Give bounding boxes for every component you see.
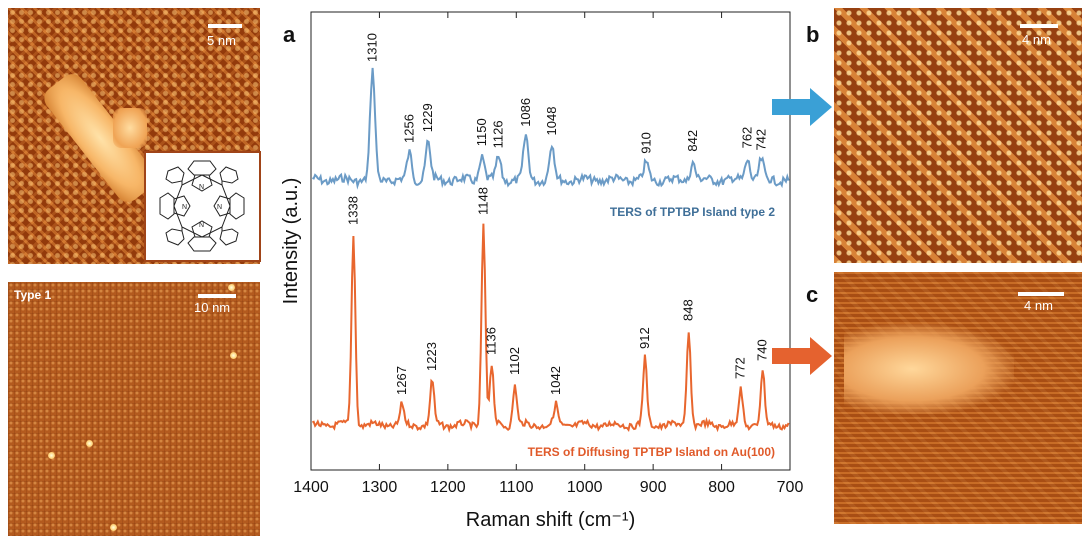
x-tick-label: 1100 [499,479,534,496]
peak-label: 1310 [365,33,380,62]
peak-label: 1150 [474,118,489,146]
peak-label: 848 [681,299,696,321]
panel-label-b: b [806,22,820,47]
stm-image-island-top-left: 5 nm [8,8,260,264]
peak-label: 1223 [424,342,439,371]
peak-label: 762 [740,127,755,149]
diffusing-island [844,324,1014,414]
scale-bar [1020,24,1058,28]
peak-label: 1086 [518,98,533,127]
peak-label: 772 [733,357,748,379]
peak-label: 1229 [420,103,435,132]
series-legend-label: TERS of TPTBP Island type 2 [610,205,775,219]
svg-text:N: N [217,204,222,211]
stm-image-b: 4 nm [834,8,1082,263]
peak-label: 742 [753,129,768,151]
svg-text:N: N [199,184,204,191]
scale-label: 4 nm [1024,298,1053,313]
scale-bar [198,294,236,298]
scale-bar [208,24,242,28]
svg-text:N: N [199,222,204,229]
molecule-structure-inset: N N N N [144,151,261,262]
peak-label: 1126 [490,120,505,148]
x-tick-label: 700 [777,479,804,496]
tptbp-structure-icon: N N N N [159,160,245,252]
stm-image-type1: Type 1 10 nm [8,282,260,536]
stm-image-c: 4 nm [834,272,1082,524]
x-tick-label: 1300 [362,479,398,496]
scale-bar [1018,292,1064,296]
arrow-to-b-icon [772,88,832,126]
peak-label: 740 [755,339,770,361]
peak-label: 1338 [345,196,360,225]
scale-label: 10 nm [194,300,231,315]
panel-label-a: a [283,22,296,47]
bright-adsorbate [230,352,237,359]
series-type2-line [312,67,790,190]
x-tick-label: 1400 [293,479,329,496]
bright-adsorbate [228,284,235,291]
panel-label-c: c [806,282,819,307]
y-axis-label: Intensity (a.u.) [280,178,302,305]
plot-frame [310,11,791,471]
x-axis-label: Raman shift (cm⁻¹) [466,509,635,531]
peak-label: 1042 [548,366,563,395]
x-tick-label: 900 [640,479,667,496]
peak-label: 910 [638,132,653,154]
arrow-to-c-icon [772,337,832,375]
peak-label: 842 [685,130,700,152]
molecular-island-branch [113,108,147,148]
peak-label: 912 [637,327,652,349]
bright-adsorbate [86,440,93,447]
peak-label: 1148 [475,187,490,215]
x-tick-label: 800 [708,479,735,496]
scale-label: 4 nm [1022,32,1051,47]
peak-label: 1102 [507,347,522,375]
svg-text:N: N [182,204,187,211]
x-tick-label: 1200 [430,479,466,496]
series-diffusing-line [312,223,790,434]
peak-label: 1267 [394,366,409,395]
scale-label: 5 nm [207,33,236,48]
peak-label: 1048 [544,107,559,136]
bright-adsorbate [110,524,117,531]
peak-label: 1256 [402,114,417,143]
type-label: Type 1 [14,288,52,302]
series-legend-label: TERS of Diffusing TPTBP Island on Au(100… [528,445,775,459]
bright-adsorbate [48,452,55,459]
x-tick-label: 1000 [567,479,603,496]
peak-label: 1136 [484,327,499,355]
